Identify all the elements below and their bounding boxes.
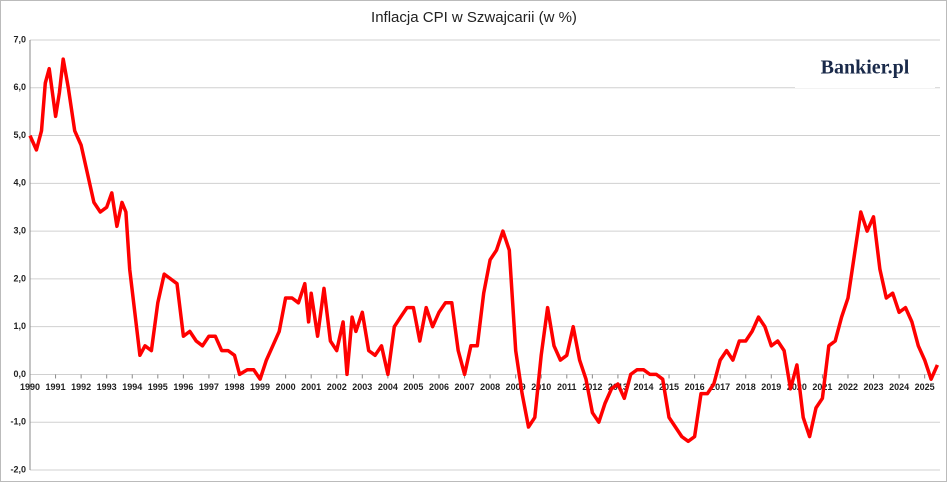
line-series — [28, 57, 940, 444]
x-tick-label: 2023 — [864, 382, 884, 392]
x-tick-label: 1994 — [122, 382, 142, 392]
x-tick-label: 2004 — [378, 382, 398, 392]
x-tick-label: 2002 — [327, 382, 347, 392]
logo-bg — [795, 52, 935, 88]
y-tick-label: 5,0 — [13, 130, 26, 140]
x-tick-label: 2003 — [352, 382, 372, 392]
y-tick-label: 2,0 — [13, 273, 26, 283]
x-tick-label: 1996 — [173, 382, 193, 392]
x-tick-label: 2017 — [710, 382, 730, 392]
x-tick-label: 1991 — [46, 382, 66, 392]
x-tick-label: 2025 — [915, 382, 935, 392]
y-tick-label: -2,0 — [10, 464, 26, 474]
x-tick-label: 1997 — [199, 382, 219, 392]
x-tick-label: 2018 — [736, 382, 756, 392]
x-tick-label: 2001 — [301, 382, 321, 392]
x-tick-label: 2010 — [531, 382, 551, 392]
y-tick-label: -1,0 — [10, 417, 26, 427]
logo: Bankier.pl — [821, 57, 910, 79]
y-tick-label: 4,0 — [13, 178, 26, 188]
x-tick-label: 2000 — [276, 382, 296, 392]
x-tick-label: 1995 — [148, 382, 168, 392]
y-tick-label: 1,0 — [13, 321, 26, 331]
x-tick-label: 1992 — [71, 382, 91, 392]
x-tick-label: 1993 — [97, 382, 117, 392]
y-tick-label: 7,0 — [13, 34, 26, 44]
x-tick-label: 2014 — [633, 382, 653, 392]
x-tick-label: 2020 — [787, 382, 807, 392]
x-tick-label: 2019 — [761, 382, 781, 392]
x-tick-label: 1998 — [224, 382, 244, 392]
x-tick-label: 2016 — [685, 382, 705, 392]
x-tick-label: 2024 — [889, 382, 909, 392]
x-tick-label: 2011 — [557, 382, 577, 392]
x-tick-label: 2022 — [838, 382, 858, 392]
y-tick-label: 3,0 — [13, 225, 26, 235]
x-tick-label: 2006 — [429, 382, 449, 392]
y-tick-label: 0,0 — [13, 369, 26, 379]
x-tick-label: 2007 — [455, 382, 475, 392]
x-tick-label: 2012 — [582, 382, 602, 392]
x-tick-label: 2009 — [506, 382, 526, 392]
x-tick-label: 2005 — [403, 382, 423, 392]
x-tick-label: 1990 — [20, 382, 40, 392]
x-tick-label: 2015 — [659, 382, 679, 392]
x-tick-label: 1999 — [250, 382, 270, 392]
chart-title: Inflacja CPI w Szwajcarii (w %) — [371, 9, 577, 26]
y-tick-label: 6,0 — [13, 82, 26, 92]
x-tick-label: 2008 — [480, 382, 500, 392]
